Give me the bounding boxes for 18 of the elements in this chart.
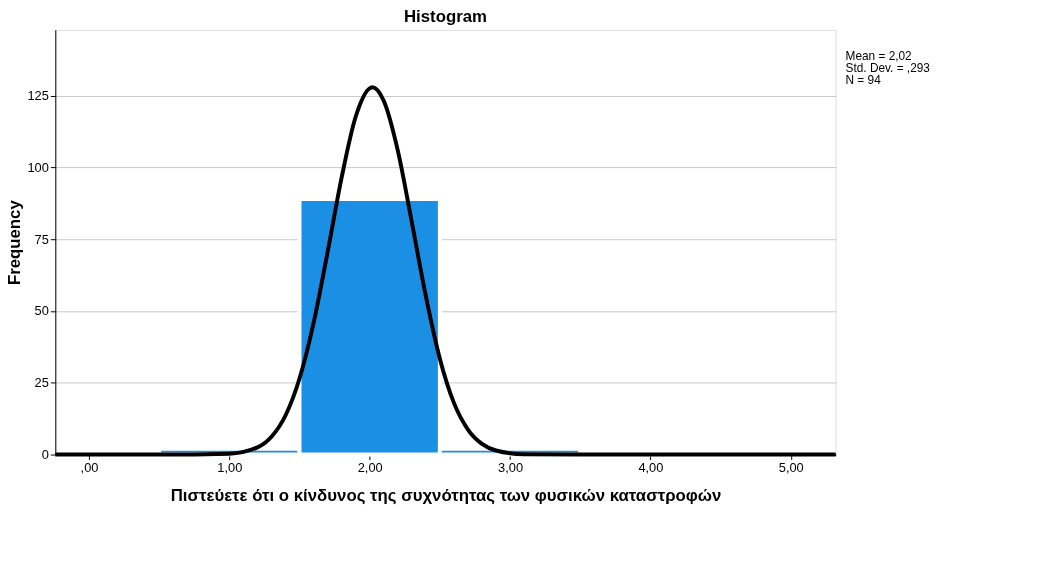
y-tick-label: 75 — [34, 231, 49, 247]
text: Std. Dev. = ,293 — [845, 61, 931, 76]
y-tick-label: 25 — [34, 375, 49, 391]
x-tick-label: 4,00 — [638, 459, 664, 475]
x-tick-label: 3,00 — [498, 459, 524, 475]
x-axis-title: Πιστεύετε ότι ο κίνδυνος της συχνότητας των φυσικών καταστροφών — [170, 486, 722, 506]
text: Mean = 2,02 — [845, 49, 912, 64]
x-tick-label: 2,00 — [357, 459, 383, 475]
x-tick-label: 5,00 — [778, 459, 804, 475]
x-tick-label: 1,00 — [217, 459, 243, 475]
y-tick-label: 0 — [41, 446, 49, 462]
chart-title: Histogram — [403, 6, 487, 26]
x-tick-label: ,00 — [80, 459, 99, 475]
y-tick-label: 125 — [27, 88, 49, 104]
y-axis-title: Frequency — [4, 199, 24, 286]
y-tick-label: 100 — [27, 160, 49, 175]
text: N = 94 — [845, 73, 882, 88]
y-tick-label: 50 — [34, 303, 49, 319]
